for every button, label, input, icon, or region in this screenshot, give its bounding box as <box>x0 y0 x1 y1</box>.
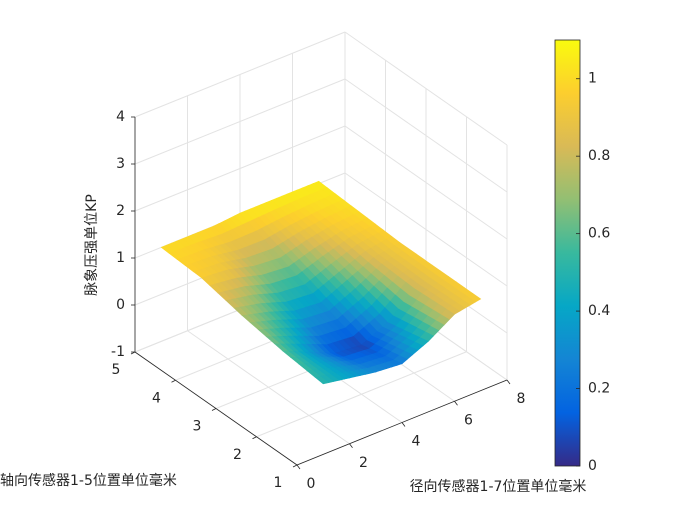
colorbar-tick-label: 0 <box>588 458 597 474</box>
z-tick-label: 1 <box>116 250 125 266</box>
x-tick-label: 2 <box>359 455 368 471</box>
grid-line <box>256 351 467 438</box>
tick-mark <box>506 379 511 385</box>
tick-mark <box>252 436 257 440</box>
z-tick-label: 4 <box>116 109 125 125</box>
x-axis-label: 径向传感器1-7位置单位毫米 <box>410 478 587 495</box>
tick-mark <box>171 379 176 383</box>
tick-mark <box>296 464 301 470</box>
grid-line <box>134 31 346 118</box>
surface-patch <box>314 376 330 385</box>
x-tick-label: 8 <box>517 391 526 407</box>
x-tick-label: 0 <box>307 476 316 492</box>
colorbar-tick-label: 0.4 <box>588 303 610 319</box>
colorbar <box>554 39 581 467</box>
grid-line <box>344 172 508 287</box>
y-tick-label: 5 <box>112 362 121 378</box>
grid-line <box>344 78 508 193</box>
colorbar-tick-label: 0.2 <box>588 381 610 397</box>
colorbar-tick-label: 0.8 <box>588 148 610 164</box>
tick-mark <box>454 401 458 406</box>
z-tick-label: 0 <box>116 297 125 313</box>
y-axis-label: 轴向传感器1-5位置单位毫米 <box>0 472 177 489</box>
y-tick-label: 1 <box>274 475 283 491</box>
grid-line <box>344 125 508 240</box>
z-tick-label: 2 <box>116 203 125 219</box>
colorbar-tick-label: 1 <box>588 71 597 87</box>
grid-line <box>134 78 346 165</box>
tick-mark <box>211 408 217 411</box>
x-tick-label: 4 <box>412 434 421 450</box>
tick-mark <box>401 422 406 427</box>
tick-mark <box>292 464 298 468</box>
y-tick-label: 2 <box>233 447 242 463</box>
z-axis-label: 脉象压强单位KP <box>84 194 100 296</box>
x-tick-label: 6 <box>464 412 473 428</box>
grid-line <box>134 125 346 212</box>
y-tick-label: 4 <box>152 390 161 406</box>
y-tick-label: 3 <box>193 419 202 435</box>
colorbar-tick-label: 0.6 <box>588 226 610 242</box>
z-tick-label: -1 <box>111 344 125 360</box>
grid-line <box>344 31 508 146</box>
tick-mark <box>349 443 353 448</box>
z-tick-label: 3 <box>116 156 125 172</box>
